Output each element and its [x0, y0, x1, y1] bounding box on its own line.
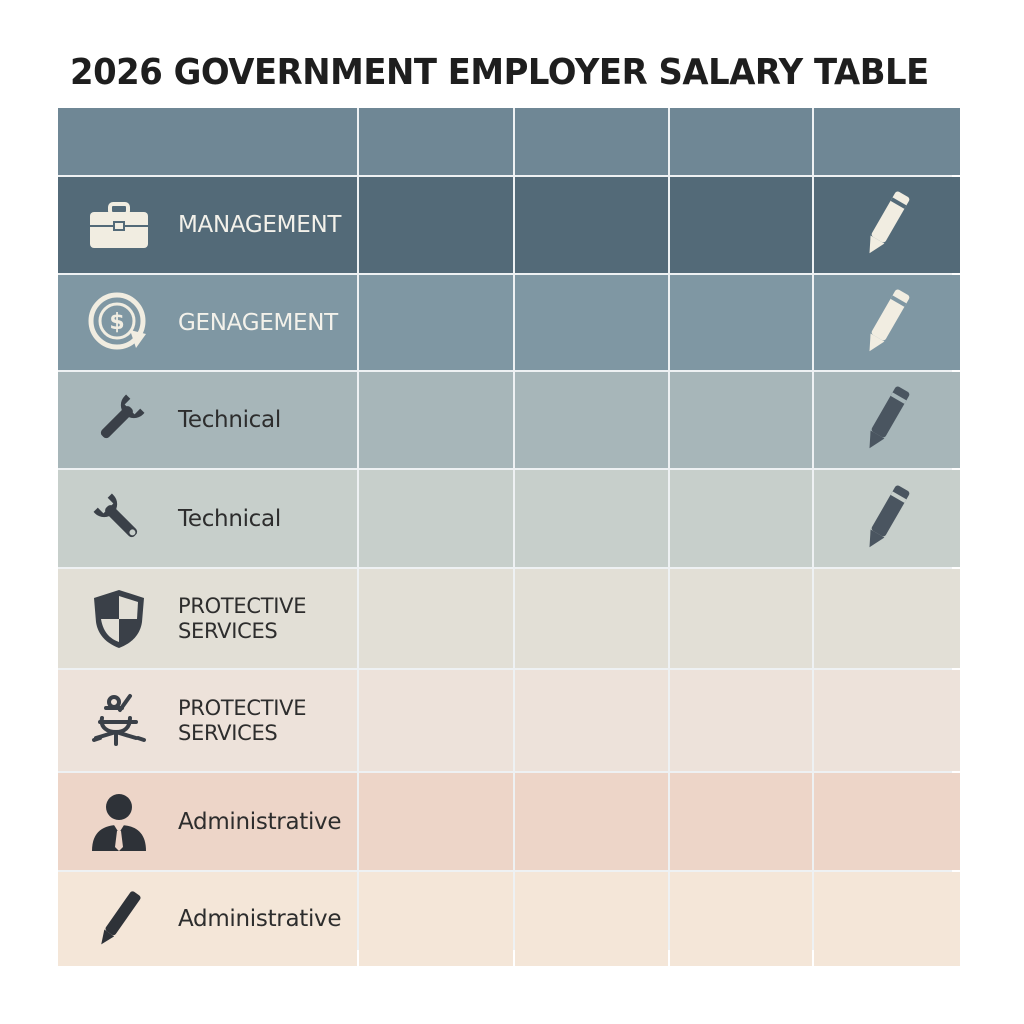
table-cell	[359, 275, 513, 370]
table-cell	[814, 177, 960, 273]
category-label: Administrative	[178, 906, 342, 932]
pen-icon	[84, 884, 154, 954]
table-cell	[359, 470, 513, 567]
table-cell	[670, 670, 812, 771]
table-cell	[359, 670, 513, 771]
category-label: GENAGEMENT	[178, 309, 338, 336]
table-cell	[515, 670, 668, 771]
category-cell-technical: Technical	[58, 470, 357, 567]
table-cell	[515, 872, 668, 966]
table-cell	[359, 773, 513, 870]
wrench-icon	[84, 484, 154, 554]
table-cell	[814, 275, 960, 370]
table-cell	[670, 773, 812, 870]
shield-icon	[84, 584, 154, 654]
header-cell	[58, 108, 357, 175]
tools-icon	[84, 686, 154, 756]
pen-icon	[857, 282, 917, 364]
table-cell	[814, 470, 960, 567]
table-cell	[515, 773, 668, 870]
header-cell	[670, 108, 812, 175]
dollar-cycle-icon: $	[84, 288, 154, 358]
category-label: PROTECTIVE SERVICES	[178, 695, 307, 745]
pen-icon	[857, 184, 917, 266]
category-cell-protective-services: PROTECTIVE SERVICES	[58, 569, 357, 668]
page-title: 2026 GOVERNMENT EMPLOYER SALARY TABLE	[70, 52, 929, 93]
table-cell	[814, 670, 960, 771]
table-cell	[670, 275, 812, 370]
table-cell	[814, 569, 960, 668]
salary-table: MANAGEMENT $ GENAGEMENT Technical Techni…	[58, 108, 960, 966]
table-cell	[359, 372, 513, 468]
pen-icon	[857, 478, 917, 560]
svg-text:$: $	[109, 310, 124, 335]
pen-icon	[857, 379, 917, 461]
table-cell	[670, 372, 812, 468]
table-cell	[515, 177, 668, 273]
category-cell-protective-services: PROTECTIVE SERVICES	[58, 670, 357, 771]
category-cell-technical: Technical	[58, 372, 357, 468]
table-cell	[670, 177, 812, 273]
table-cell	[515, 275, 668, 370]
wrench-icon	[84, 385, 154, 455]
table-cell	[515, 372, 668, 468]
table-cell	[670, 470, 812, 567]
person-icon	[84, 787, 154, 857]
table-cell	[814, 773, 960, 870]
table-cell	[359, 569, 513, 668]
table-cell	[515, 470, 668, 567]
category-cell-administrative: Administrative	[58, 773, 357, 870]
table-cell	[359, 872, 513, 966]
header-cell	[359, 108, 513, 175]
table-cell	[359, 177, 513, 273]
category-label: Technical	[178, 505, 281, 532]
table-cell	[814, 372, 960, 468]
table-cell	[515, 569, 668, 668]
category-label: Technical	[178, 407, 281, 433]
table-cell	[814, 872, 960, 966]
table-cell	[670, 872, 812, 966]
briefcase-icon	[84, 190, 154, 260]
category-cell-management: MANAGEMENT	[58, 177, 357, 273]
category-label: PROTECTIVE SERVICES	[178, 593, 307, 643]
header-cell	[515, 108, 668, 175]
category-label: MANAGEMENT	[178, 212, 342, 238]
category-cell-administrative: Administrative	[58, 872, 357, 966]
category-cell-genagement: $ GENAGEMENT	[58, 275, 357, 370]
header-cell	[814, 108, 960, 175]
table-cell	[670, 569, 812, 668]
category-label: Administrative	[178, 808, 342, 835]
